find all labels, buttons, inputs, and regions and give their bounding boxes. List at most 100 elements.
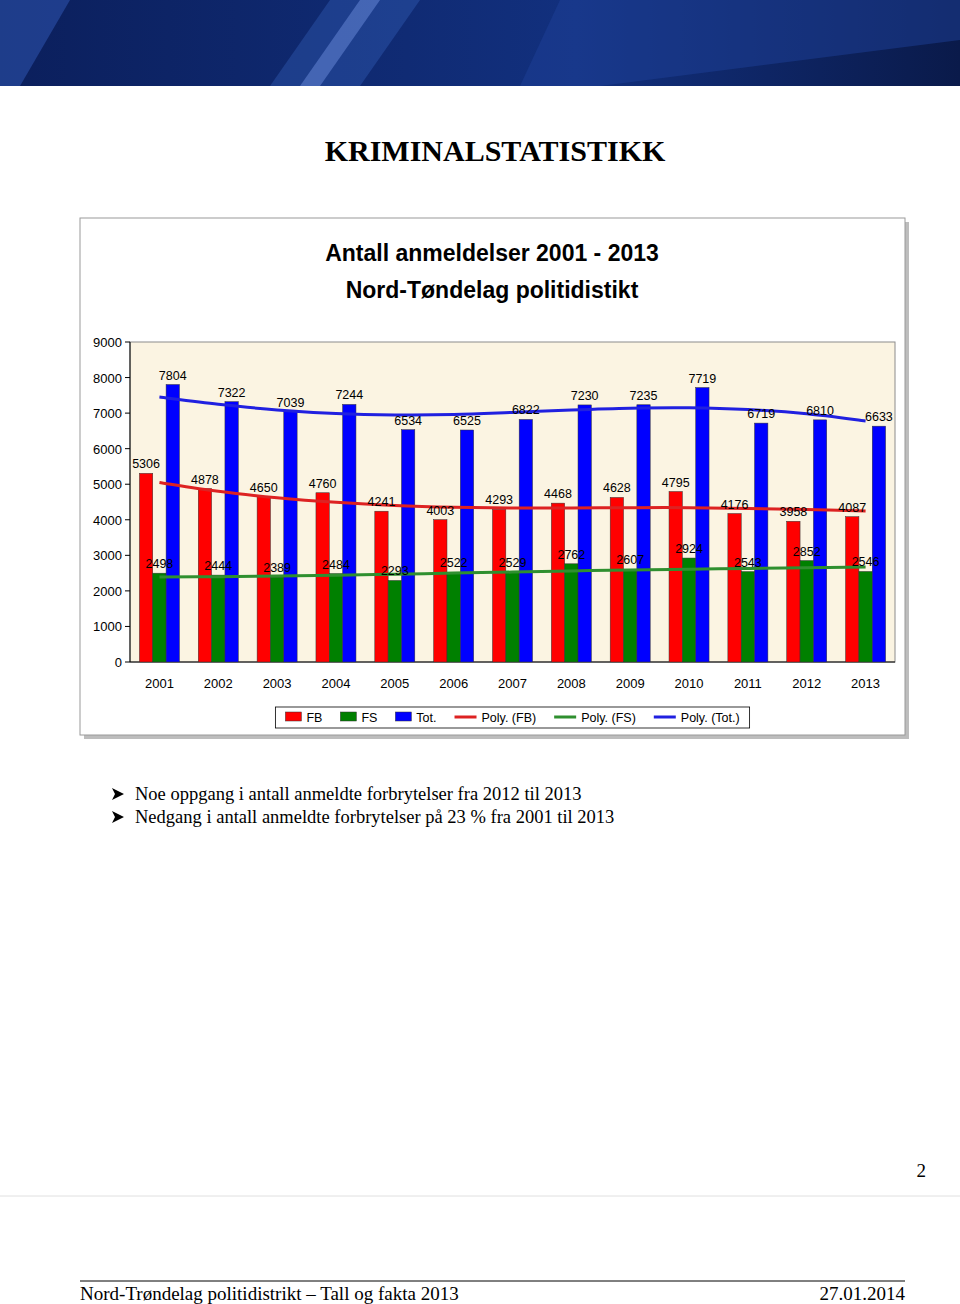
- data-label: 6822: [512, 403, 540, 417]
- bar: [212, 575, 225, 662]
- bar: [329, 574, 342, 662]
- data-label: 3958: [779, 505, 807, 519]
- x-tick-label: 2011: [734, 676, 762, 691]
- y-tick: [125, 377, 130, 378]
- data-label: 4241: [368, 495, 396, 509]
- legend-swatch: [395, 712, 411, 721]
- x-tick-label: 2002: [204, 676, 233, 691]
- bar: [637, 405, 650, 662]
- data-label: 6633: [865, 410, 893, 424]
- bar: [551, 503, 564, 662]
- legend-swatch: [455, 716, 477, 719]
- x-axis: 2001200220032004200520062007200820092010…: [130, 662, 895, 691]
- data-label: 2762: [557, 548, 585, 562]
- y-axis: 0100020003000400050006000700080009000: [93, 335, 130, 670]
- data-label: 2546: [852, 555, 880, 569]
- data-label: 7719: [688, 372, 716, 386]
- bar: [316, 493, 329, 662]
- bar: [375, 511, 388, 662]
- data-label: 2498: [146, 557, 174, 571]
- x-tick-label: 2007: [498, 676, 527, 691]
- page: KRIMINALSTATISTIKKAntall anmeldelser 200…: [0, 0, 960, 1304]
- bar: [434, 520, 447, 662]
- bullet-list: Noe oppgang i antall anmeldte forbrytels…: [112, 784, 614, 827]
- data-labels: 5306487846504760424140034293446846284795…: [132, 369, 893, 579]
- bar: [578, 405, 591, 662]
- x-tick-label: 2004: [322, 676, 351, 691]
- data-label: 7244: [335, 388, 363, 402]
- legend-label: Tot.: [416, 711, 436, 725]
- y-tick: [125, 519, 130, 520]
- bar: [872, 426, 885, 662]
- footer-date: 27.01.2014: [820, 1283, 906, 1304]
- data-label: 2607: [616, 553, 644, 567]
- data-label: 6719: [747, 407, 775, 421]
- y-tick: [125, 626, 130, 627]
- y-tick: [125, 555, 130, 556]
- y-tick-label: 4000: [93, 513, 122, 528]
- bar: [225, 402, 238, 662]
- bar: [447, 572, 460, 662]
- bar: [343, 404, 356, 662]
- page-heading: KRIMINALSTATISTIKK: [325, 134, 666, 167]
- bullet-text: Nedgang i antall anmeldte forbrytelser p…: [135, 807, 614, 827]
- data-label: 2852: [793, 545, 821, 559]
- x-tick-label: 2013: [851, 676, 880, 691]
- bar: [270, 577, 283, 662]
- data-label: 6810: [806, 404, 834, 418]
- data-label: 2444: [204, 559, 232, 573]
- legend-swatch: [554, 716, 576, 719]
- data-label: 7235: [630, 389, 658, 403]
- x-tick-label: 2001: [145, 676, 174, 691]
- data-label: 2924: [675, 542, 703, 556]
- bar: [610, 497, 623, 662]
- y-tick-label: 8000: [93, 371, 122, 386]
- data-label: 2389: [263, 561, 291, 575]
- bar: [682, 558, 695, 662]
- legend-swatch: [285, 712, 301, 721]
- x-tick-label: 2010: [675, 676, 704, 691]
- bar: [859, 571, 872, 662]
- bullet-text: Noe oppgang i antall anmeldte forbrytels…: [135, 784, 581, 804]
- bar: [565, 564, 578, 662]
- chart-subtitle: Nord-Tøndelag politidistikt: [346, 277, 639, 303]
- legend-item: Poly. (FS): [554, 711, 636, 725]
- data-label: 4628: [603, 481, 631, 495]
- bar: [388, 580, 401, 662]
- legend-label: Poly. (FS): [581, 711, 636, 725]
- data-label: 4087: [838, 501, 866, 515]
- bar: [166, 385, 179, 662]
- legend-swatch: [340, 712, 356, 721]
- bar: [492, 509, 505, 662]
- y-axis-line: [130, 342, 131, 662]
- y-tick-label: 7000: [93, 406, 122, 421]
- legend-box: [275, 707, 749, 728]
- bar: [755, 423, 768, 662]
- data-label: 4468: [544, 487, 572, 501]
- data-label: 7039: [277, 396, 305, 410]
- plot-area: [130, 342, 895, 662]
- data-label: 4760: [309, 477, 337, 491]
- bar: [846, 517, 859, 662]
- legend: FBFSTot.Poly. (FB)Poly. (FS)Poly. (Tot.): [275, 707, 749, 728]
- header-stripe: [520, 0, 960, 86]
- legend-item: FB: [285, 711, 322, 725]
- legend-label: Poly. (Tot.): [681, 711, 740, 725]
- y-tick-label: 6000: [93, 442, 122, 457]
- data-label: 7322: [218, 386, 246, 400]
- data-label: 2484: [322, 558, 350, 572]
- x-tick-label: 2003: [263, 676, 292, 691]
- data-label: 2529: [499, 556, 527, 570]
- bar: [669, 492, 682, 662]
- x-tick-label: 2009: [616, 676, 645, 691]
- y-tick-label: 1000: [93, 619, 122, 634]
- legend-item: Poly. (Tot.): [654, 711, 740, 725]
- data-label: 4650: [250, 481, 278, 495]
- legend-item: FS: [340, 711, 377, 725]
- bar: [696, 388, 709, 662]
- y-tick-label: 5000: [93, 477, 122, 492]
- page-number: 2: [917, 1160, 927, 1181]
- bar: [284, 412, 297, 662]
- data-label: 2543: [734, 556, 762, 570]
- bar: [741, 572, 754, 662]
